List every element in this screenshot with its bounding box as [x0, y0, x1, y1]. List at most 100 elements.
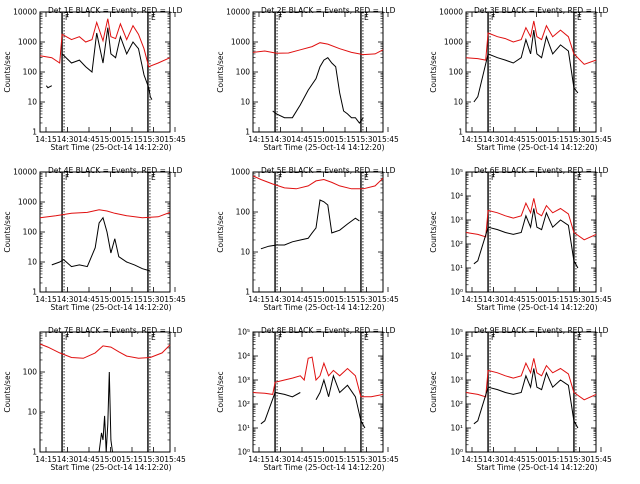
y-tick-label: 10⁴	[450, 192, 463, 201]
x-tick-label: 14:15	[248, 295, 270, 304]
x-axis-label: Start Time (25-Oct-14 14:12:20)	[476, 303, 597, 312]
x-tick-label: 15:30	[356, 455, 378, 464]
x-tick-label: 15:00	[313, 135, 335, 144]
x-tick-label: 15:00	[526, 295, 548, 304]
x-tick-label: 14:45	[504, 295, 526, 304]
x-tick-label: 14:30	[57, 135, 79, 144]
marker-label: F	[65, 13, 69, 22]
chart-title: Det 2E BLACK = Events, RED = LLD	[261, 6, 396, 15]
y-tick-label: 100	[23, 228, 38, 237]
y-tick-label: 10	[453, 98, 463, 107]
chart-9: Det 9E BLACK = Events, RED = LLD Counts/s…	[429, 326, 612, 472]
x-tick-label: 14:15	[248, 135, 270, 144]
x-axis-label: Start Time (25-Oct-14 14:12:20)	[50, 143, 171, 152]
y-tick-label: 1000	[231, 38, 250, 47]
x-tick-label: 14:45	[291, 295, 313, 304]
marker-label: F	[491, 13, 495, 22]
x-tick-label: 14:45	[78, 295, 100, 304]
x-tick-label: 14:45	[78, 135, 100, 144]
y-axis-label: Counts/sec	[216, 51, 225, 92]
series-line-lld	[252, 42, 384, 56]
x-axis-label: Start Time (25-Oct-14 14:12:20)	[263, 463, 384, 472]
x-tick-label: 15:45	[377, 135, 399, 144]
series-line-events	[473, 208, 579, 269]
series-line-events	[473, 30, 579, 103]
x-tick-label: 14:30	[270, 135, 292, 144]
x-tick-label: 14:30	[483, 295, 505, 304]
y-tick-label: 100	[236, 208, 251, 217]
y-tick-label: 1000	[444, 38, 463, 47]
y-tick-label: 1	[458, 128, 463, 137]
x-tick-label: 15:15	[547, 295, 569, 304]
chart-title: Det 7E BLACK = Events, RED = LLD	[48, 326, 183, 335]
y-tick-label: 1	[32, 448, 37, 457]
chart-8: Det 8E BLACK = Events, RED = LLD Counts/s…	[216, 326, 399, 472]
x-tick-label: 15:30	[356, 135, 378, 144]
y-tick-label: 1	[32, 128, 37, 137]
plot-frame	[252, 331, 384, 453]
y-axis-label: Counts/sec	[3, 371, 12, 412]
x-tick-label: 15:45	[164, 135, 186, 144]
y-tick-label: 1	[245, 288, 250, 297]
x-tick-label: 14:30	[483, 455, 505, 464]
y-axis-label: Counts/sec	[429, 371, 438, 412]
series-line-events	[260, 391, 301, 425]
series-line-lld	[39, 343, 171, 359]
x-tick-label: 15:15	[334, 455, 356, 464]
x-tick-label: 14:15	[35, 135, 57, 144]
series-line-lld	[465, 198, 597, 241]
y-tick-label: 10⁴	[237, 352, 250, 361]
x-tick-label: 15:45	[164, 455, 186, 464]
marker-label: F	[278, 173, 282, 182]
y-tick-label: 10000	[226, 8, 250, 17]
y-tick-label: 10	[27, 408, 37, 417]
x-tick-label: 14:30	[270, 455, 292, 464]
x-tick-label: 15:45	[590, 295, 612, 304]
y-tick-label: 1000	[231, 168, 250, 177]
y-tick-label: 10³	[237, 376, 250, 385]
x-tick-label: 15:00	[100, 135, 122, 144]
series-line-lld	[39, 209, 171, 219]
chart-title: Det 5E BLACK = Events, RED = LLD	[261, 166, 396, 175]
y-tick-label: 10000	[13, 8, 37, 17]
x-tick-label: 14:15	[461, 295, 483, 304]
x-tick-label: 15:00	[526, 455, 548, 464]
x-tick-label: 15:00	[526, 135, 548, 144]
x-tick-label: 15:45	[590, 455, 612, 464]
y-axis-label: Counts/sec	[429, 51, 438, 92]
x-tick-label: 15:15	[121, 295, 143, 304]
y-tick-label: 1000	[18, 198, 37, 207]
marker-label: F	[491, 173, 495, 182]
x-axis-label: Start Time (25-Oct-14 14:12:20)	[263, 303, 384, 312]
plot-frame	[465, 11, 597, 133]
y-tick-label: 1	[245, 128, 250, 137]
x-tick-label: 15:30	[143, 455, 165, 464]
series-line-lld	[252, 356, 384, 398]
y-tick-label: 10²	[450, 240, 463, 249]
marker-label: E	[577, 333, 582, 342]
y-tick-label: 10⁰	[237, 448, 250, 457]
x-tick-label: 14:30	[270, 295, 292, 304]
chart-3: Det 3E BLACK = Events, RED = LLD Counts/s…	[429, 6, 612, 152]
x-tick-label: 14:30	[57, 295, 79, 304]
y-tick-label: 10	[27, 98, 37, 107]
y-tick-label: 10	[240, 248, 250, 257]
marker-label: F	[278, 13, 282, 22]
x-tick-label: 14:15	[461, 455, 483, 464]
y-tick-label: 10⁵	[450, 168, 463, 177]
y-tick-label: 10⁵	[237, 328, 250, 337]
series-line-events	[98, 371, 113, 453]
x-tick-label: 14:30	[483, 135, 505, 144]
y-tick-label: 10000	[439, 8, 463, 17]
x-axis-label: Start Time (25-Oct-14 14:12:20)	[50, 303, 171, 312]
chart-7: Det 7E BLACK = Events, RED = LLD Counts/s…	[3, 326, 186, 472]
x-tick-label: 15:30	[356, 295, 378, 304]
plot-frame	[39, 331, 171, 453]
chart-1: Det 1E BLACK = Events, RED = LLD Counts/s…	[3, 6, 186, 152]
chart-title: Det 4E BLACK = Events, RED = LLD	[48, 166, 183, 175]
x-axis-label: Start Time (25-Oct-14 14:12:20)	[50, 463, 171, 472]
chart-2: Det 2E BLACK = Events, RED = LLD Counts/s…	[216, 6, 399, 152]
x-tick-label: 14:15	[35, 295, 57, 304]
series-line-events	[61, 27, 153, 100]
